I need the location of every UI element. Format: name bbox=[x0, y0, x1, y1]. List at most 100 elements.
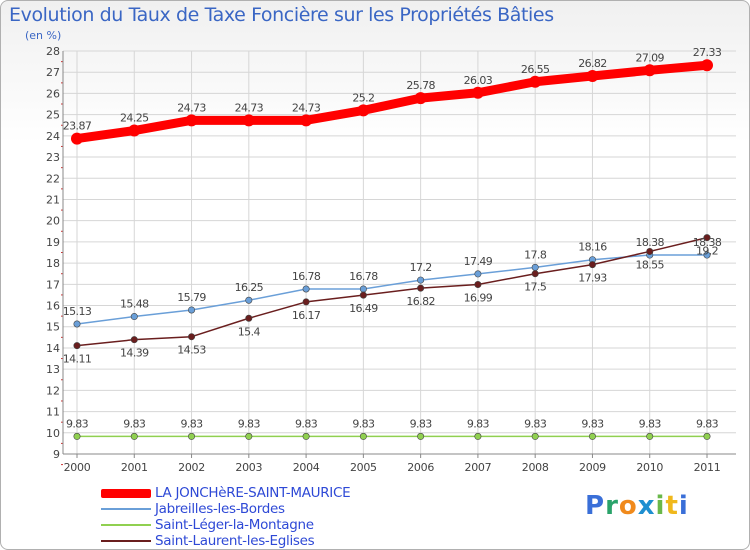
legend-swatch bbox=[101, 524, 151, 526]
data-label-1: 16.78 bbox=[349, 270, 378, 283]
data-point-3 bbox=[588, 261, 596, 269]
logo-letter: i bbox=[655, 491, 666, 521]
data-point-2 bbox=[474, 432, 482, 440]
x-tick-label: 2002 bbox=[178, 461, 205, 474]
data-point-1 bbox=[302, 285, 310, 293]
data-point-3 bbox=[531, 270, 539, 278]
y-tick-label: 24 bbox=[46, 130, 60, 143]
legend-label: Saint-Laurent-les-Eglises bbox=[155, 533, 315, 549]
data-point-2 bbox=[531, 432, 539, 440]
y-tick-label: 10 bbox=[46, 427, 60, 440]
x-tick-label: 2008 bbox=[522, 461, 549, 474]
x-tick-label: 2004 bbox=[293, 461, 320, 474]
y-tick-label: 14 bbox=[46, 342, 60, 355]
data-label-0: 27.09 bbox=[635, 51, 664, 64]
y-tick-label: 15 bbox=[46, 321, 60, 334]
y-tick-label: 27 bbox=[46, 66, 60, 79]
data-label-1: 16.25 bbox=[235, 281, 264, 294]
logo-letter: i bbox=[678, 491, 689, 521]
y-tick-label: 17 bbox=[46, 278, 60, 291]
logo-letter: P bbox=[585, 491, 606, 521]
data-point-2 bbox=[73, 432, 81, 440]
data-point-0 bbox=[701, 59, 713, 72]
data-label-1: 15.13 bbox=[63, 305, 92, 318]
data-label-1: 18.16 bbox=[578, 241, 607, 254]
data-point-2 bbox=[359, 432, 367, 440]
data-point-0 bbox=[300, 114, 313, 127]
data-point-3 bbox=[188, 333, 196, 341]
legend-label: Saint-Léger-la-Montagne bbox=[155, 517, 314, 533]
series-line-1 bbox=[76, 254, 708, 325]
series-line-0 bbox=[72, 60, 712, 144]
y-tick-label: 12 bbox=[46, 384, 60, 397]
data-point-3 bbox=[703, 234, 711, 242]
x-tick-label: 2010 bbox=[636, 461, 663, 474]
data-label-1: 18.38 bbox=[635, 236, 664, 249]
x-tick-label: 2006 bbox=[407, 461, 434, 474]
legend-label: Jabreilles-les-Bordes bbox=[155, 501, 285, 517]
legend-swatch bbox=[101, 540, 151, 542]
data-label-0: 24.25 bbox=[120, 112, 149, 125]
data-label-3: 16.49 bbox=[349, 302, 378, 315]
data-point-3 bbox=[245, 314, 253, 322]
data-label-2: 9.83 bbox=[524, 417, 547, 430]
data-label-0: 25.78 bbox=[406, 79, 435, 92]
data-label-3: 14.53 bbox=[177, 344, 206, 357]
data-label-1: 17.49 bbox=[464, 255, 493, 268]
data-label-2: 9.83 bbox=[639, 417, 662, 430]
data-point-3 bbox=[417, 284, 425, 292]
y-tick-label: 16 bbox=[46, 300, 60, 313]
data-label-1: 17.8 bbox=[524, 248, 547, 261]
data-point-0 bbox=[414, 92, 427, 105]
legend-swatch bbox=[101, 508, 151, 510]
data-point-0 bbox=[529, 75, 542, 88]
data-point-2 bbox=[588, 432, 596, 440]
data-point-3 bbox=[359, 291, 367, 299]
data-point-0 bbox=[586, 70, 599, 83]
data-label-0: 24.73 bbox=[292, 101, 321, 114]
data-label-2: 9.83 bbox=[352, 417, 375, 430]
data-label-1: 15.79 bbox=[177, 291, 206, 304]
data-point-2 bbox=[417, 432, 425, 440]
data-point-0 bbox=[643, 64, 656, 77]
data-point-1 bbox=[417, 276, 425, 284]
data-point-2 bbox=[245, 432, 253, 440]
data-point-2 bbox=[646, 432, 654, 440]
y-tick-label: 13 bbox=[46, 363, 60, 376]
data-point-1 bbox=[703, 251, 711, 259]
y-tick-label: 28 bbox=[46, 45, 60, 58]
y-tick-label: 9 bbox=[53, 448, 60, 461]
data-point-2 bbox=[188, 432, 196, 440]
data-label-3: 16.17 bbox=[292, 309, 321, 322]
logo-letter: r bbox=[605, 491, 619, 521]
data-label-0: 26.03 bbox=[464, 74, 493, 87]
data-label-3: 18.55 bbox=[635, 258, 664, 271]
data-label-3: 14.39 bbox=[120, 347, 149, 360]
data-label-0: 26.82 bbox=[578, 57, 607, 70]
data-point-2 bbox=[130, 432, 138, 440]
x-tick-label: 2009 bbox=[579, 461, 606, 474]
legend-swatch bbox=[101, 488, 151, 498]
legend-label: LA JONCHèRE-SAINT-MAURICE bbox=[155, 485, 351, 501]
series-line-3 bbox=[76, 236, 708, 347]
y-tick-label: 22 bbox=[46, 172, 60, 185]
data-label-2: 9.83 bbox=[467, 417, 490, 430]
data-label-1: 17.2 bbox=[410, 261, 432, 274]
data-point-1 bbox=[73, 320, 81, 328]
data-label-3: 16.82 bbox=[406, 295, 435, 308]
y-tick-label: 23 bbox=[46, 151, 60, 164]
data-point-0 bbox=[471, 86, 484, 99]
x-tick-label: 2003 bbox=[235, 461, 262, 474]
logo-letter: o bbox=[618, 491, 638, 521]
data-point-3 bbox=[646, 247, 654, 255]
data-label-1: 18.38 bbox=[693, 236, 722, 249]
y-tick-label: 25 bbox=[46, 109, 60, 122]
data-point-0 bbox=[71, 132, 83, 145]
data-point-0 bbox=[128, 124, 141, 137]
data-label-3: 19.2 bbox=[696, 245, 718, 258]
data-label-3: 15.4 bbox=[238, 325, 261, 338]
data-label-2: 9.83 bbox=[295, 417, 318, 430]
y-tick-label: 20 bbox=[46, 215, 60, 228]
data-point-3 bbox=[474, 281, 482, 289]
